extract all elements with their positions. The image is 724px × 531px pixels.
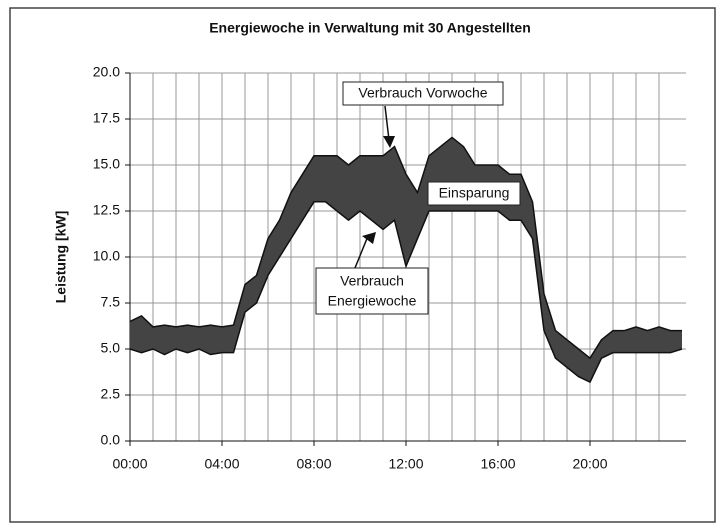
line-series — [129, 136, 682, 360]
y-tick-label: 10.0 — [93, 248, 120, 264]
arrow-head — [362, 232, 376, 244]
chart-title: Energiewoche in Verwaltung mit 30 Angest… — [209, 20, 531, 36]
y-tick-label: 17.5 — [93, 110, 120, 126]
annotation: Energiewoche — [328, 293, 417, 309]
x-tick-label: 12:00 — [388, 456, 423, 472]
y-axis-label: Leistung [kW] — [53, 211, 69, 304]
x-tick-label: 16:00 — [480, 456, 515, 472]
annotation-box — [342, 81, 504, 106]
y-tick-label: 20.0 — [93, 64, 120, 80]
arrow — [384, 105, 390, 141]
arrow-head — [383, 136, 395, 148]
y-tick-label: 15.0 — [93, 156, 120, 172]
annotation-box — [315, 267, 429, 315]
y-tick-label: 7.5 — [101, 294, 121, 310]
plot: 00:00 04:00 08:00 12:00 16:00 20:00 0.0 2.5 5.0 7… — [93, 64, 686, 472]
y-tick-label: 12.5 — [93, 202, 120, 218]
line-series — [129, 201, 683, 384]
annotations: Verbrauch Vorwoche Einsparung Verbrauch … — [315, 81, 521, 315]
x-tick-label: 08:00 — [296, 456, 331, 472]
annotation-box — [427, 181, 521, 206]
annotation: Verbrauch — [340, 273, 404, 289]
x-tick-label: 00:00 — [112, 456, 147, 472]
x-tick-label: 04:00 — [204, 456, 239, 472]
annotation: Einsparung — [439, 185, 510, 201]
y-tick-label: 0.0 — [101, 432, 121, 448]
fill-between — [130, 137, 682, 383]
annotation: Verbrauch Vorwoche — [358, 85, 487, 101]
x-tick-label: 20:00 — [572, 456, 607, 472]
arrow — [354, 235, 369, 269]
y-tick-label: 5.0 — [101, 340, 121, 356]
y-tick-label: 2.5 — [101, 386, 121, 402]
